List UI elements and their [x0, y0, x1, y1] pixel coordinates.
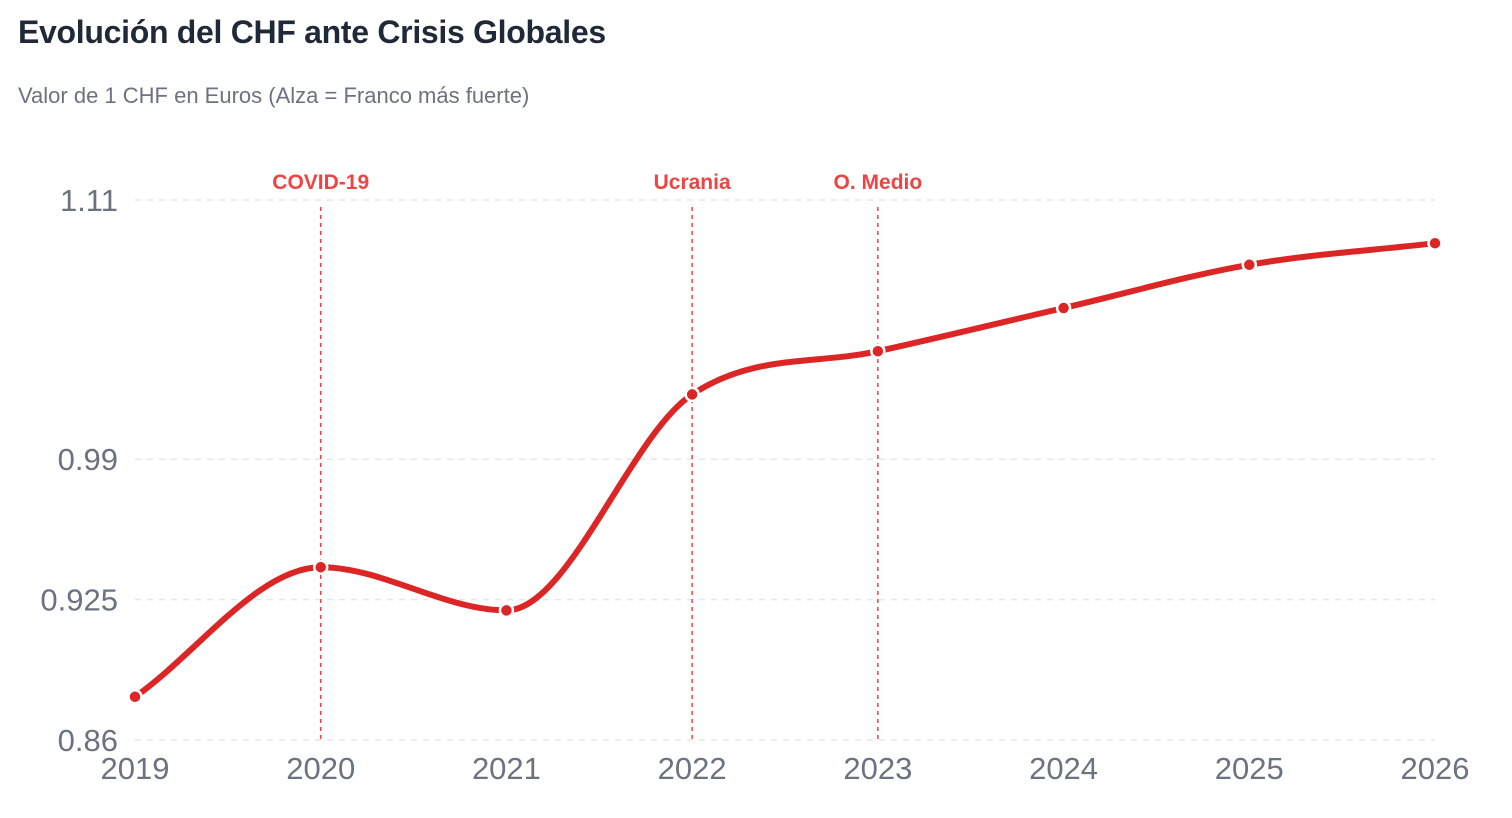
data-point: [1427, 235, 1443, 251]
x-tick-label: 2025: [1215, 751, 1284, 786]
annotation-label: COVID-19: [272, 171, 369, 194]
data-point: [1055, 300, 1072, 316]
x-tick-label: 2023: [843, 751, 912, 786]
data-point: [1241, 257, 1258, 273]
y-tick-label: 0.99: [58, 442, 118, 477]
chart-subtitle: Valor de 1 CHF en Euros (Alza = Franco m…: [18, 83, 530, 108]
x-tick-label: 2019: [101, 751, 170, 786]
chart-title: Evolución del CHF ante Crisis Globales: [18, 14, 606, 50]
x-tick-label: 2022: [658, 751, 727, 786]
y-tick-label: 0.925: [40, 583, 118, 618]
y-tick-label: 1.11: [60, 183, 118, 218]
x-tick-label: 2021: [472, 751, 541, 786]
x-tick-label: 2020: [286, 751, 355, 786]
annotation-label: Ucrania: [654, 171, 731, 194]
y-tick-label: 0.86: [58, 723, 118, 758]
annotation-label: O. Medio: [834, 171, 923, 194]
data-point: [127, 689, 143, 705]
data-point: [870, 343, 886, 359]
x-tick-label: 2026: [1401, 751, 1470, 786]
data-point: [684, 386, 700, 403]
series-line: [132, 240, 1438, 700]
data-point: [312, 559, 329, 575]
data-point: [498, 602, 515, 619]
x-tick-label: 2024: [1029, 751, 1098, 786]
